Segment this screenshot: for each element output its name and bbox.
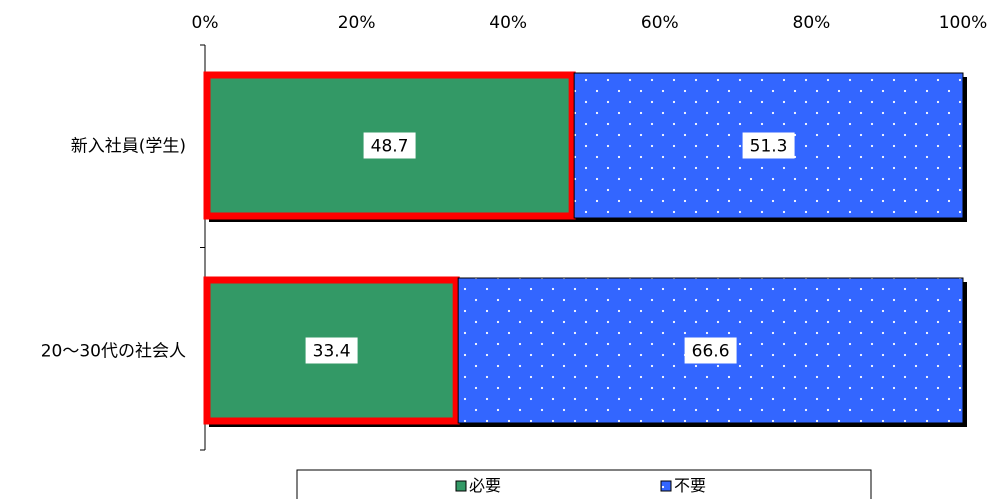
legend-label: 必要 (469, 476, 501, 495)
highlight-box (203, 276, 460, 425)
category-label: 新入社員(学生) (71, 137, 186, 157)
value-label: 66.6 (692, 342, 730, 362)
value-label-box (363, 132, 416, 159)
legend-swatch (660, 480, 672, 492)
x-tick-label: 0% (192, 13, 219, 33)
value-label: 48.7 (371, 137, 409, 157)
legend-label: 不要 (674, 476, 706, 495)
x-tick-label: 20% (338, 13, 376, 33)
value-label-box (742, 132, 795, 159)
legend: 必要 不要 (296, 469, 872, 499)
x-tick-label: 80% (793, 13, 831, 33)
legend-swatch (455, 480, 467, 492)
value-label-box (305, 337, 358, 364)
x-tick-label: 100% (939, 13, 988, 33)
legend-box (296, 469, 872, 499)
plot-area: 0% 20% 40% 60% 80% 100% 新入社員(学生) 48.7 51.3 20～30代… (41, 13, 988, 451)
value-label-box (684, 337, 737, 364)
category-label: 20～30代の社会人 (41, 342, 186, 362)
value-label: 51.3 (750, 137, 788, 157)
x-tick-label: 60% (641, 13, 679, 33)
highlight-box (203, 71, 576, 220)
x-tick-label: 40% (489, 13, 527, 33)
value-label: 33.4 (313, 342, 351, 362)
